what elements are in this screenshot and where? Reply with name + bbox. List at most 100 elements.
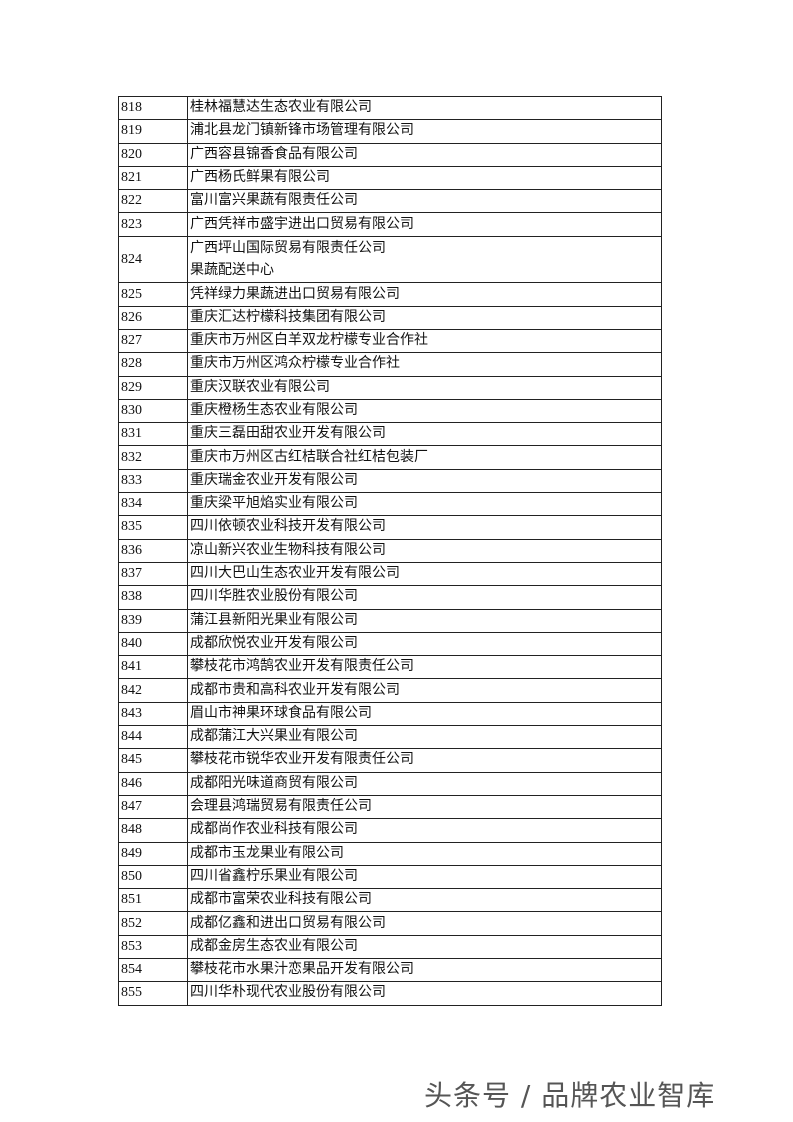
row-number: 850	[118, 864, 188, 890]
table-row: 835 四川依顿农业科技开发有限公司	[118, 515, 662, 540]
company-name: 重庆市万州区鸿众柠檬专业合作社	[187, 352, 662, 377]
row-number: 822	[118, 189, 188, 214]
company-name: 四川省鑫柠乐果业有限公司	[187, 864, 662, 890]
company-name: 四川华朴现代农业股份有限公司	[187, 981, 662, 1006]
company-name: 会理县鸿瑞贸易有限责任公司	[187, 794, 662, 820]
company-name: 成都阳光味道商贸有限公司	[187, 771, 662, 796]
row-number: 819	[118, 119, 188, 144]
row-number: 847	[118, 794, 188, 820]
row-number: 820	[118, 142, 188, 167]
table-row: 824 广西坪山国际贸易有限责任公司 果蔬配送中心	[118, 235, 662, 284]
table-row: 826 重庆汇达柠檬科技集团有限公司	[118, 305, 662, 330]
row-number: 833	[118, 468, 188, 494]
company-name: 浦北县龙门镇新锋市场管理有限公司	[187, 119, 662, 144]
company-name: 攀枝花市锐华农业开发有限责任公司	[187, 748, 662, 773]
table-row: 818 桂林福慧达生态农业有限公司	[118, 95, 662, 121]
row-number: 827	[118, 328, 188, 354]
company-name: 成都尚作农业科技有限公司	[187, 818, 662, 843]
table-row: 847 会理县鸿瑞贸易有限责任公司	[118, 794, 662, 820]
table-row: 846 成都阳光味道商贸有限公司	[118, 771, 662, 796]
company-name-line2: 果蔬配送中心	[190, 262, 274, 278]
row-number: 828	[118, 352, 188, 377]
row-number: 852	[118, 911, 188, 936]
company-name: 凭祥绿力果蔬进出口贸易有限公司	[187, 282, 662, 307]
row-number: 848	[118, 818, 188, 843]
table-row: 844 成都蒲江大兴果业有限公司	[118, 725, 662, 750]
company-name: 重庆市万州区古红桔联合社红桔包装厂	[187, 445, 662, 470]
row-number: 838	[118, 585, 188, 610]
table-row: 851 成都市富荣农业科技有限公司	[118, 888, 662, 913]
table-row: 827 重庆市万州区白羊双龙柠檬专业合作社	[118, 328, 662, 354]
row-number: 851	[118, 888, 188, 913]
company-name: 重庆瑞金农业开发有限公司	[187, 468, 662, 494]
row-number: 831	[118, 422, 188, 447]
row-number: 845	[118, 748, 188, 773]
table-row: 852 成都亿鑫和进出口贸易有限公司	[118, 911, 662, 936]
company-name: 成都蒲江大兴果业有限公司	[187, 725, 662, 750]
table-row: 823 广西凭祥市盛宇进出口贸易有限公司	[118, 212, 662, 237]
company-name: 攀枝花市鸿鹄农业开发有限责任公司	[187, 655, 662, 680]
company-name: 广西坪山国际贸易有限责任公司 果蔬配送中心	[187, 235, 662, 284]
row-number: 841	[118, 655, 188, 680]
table-row: 855 四川华朴现代农业股份有限公司	[118, 981, 662, 1006]
table-row: 853 成都金房生态农业有限公司	[118, 934, 662, 959]
table-row: 832 重庆市万州区古红桔联合社红桔包装厂	[118, 445, 662, 470]
table-row: 822 富川富兴果蔬有限责任公司	[118, 189, 662, 214]
company-name: 成都市富荣农业科技有限公司	[187, 888, 662, 913]
table-row: 850 四川省鑫柠乐果业有限公司	[118, 864, 662, 890]
row-number: 834	[118, 492, 188, 517]
table-row: 843 眉山市神果环球食品有限公司	[118, 701, 662, 727]
row-number: 836	[118, 538, 188, 563]
company-name: 成都市玉龙果业有限公司	[187, 841, 662, 866]
company-name: 广西容县锦香食品有限公司	[187, 142, 662, 167]
company-name: 攀枝花市水果汁恋果品开发有限公司	[187, 957, 662, 983]
row-number: 832	[118, 445, 188, 470]
row-number: 853	[118, 934, 188, 959]
table-row: 825 凭祥绿力果蔬进出口贸易有限公司	[118, 282, 662, 307]
company-name: 眉山市神果环球食品有限公司	[187, 701, 662, 727]
table-row: 821 广西杨氏鲜果有限公司	[118, 165, 662, 191]
row-number: 842	[118, 678, 188, 703]
company-name: 重庆汇达柠檬科技集团有限公司	[187, 305, 662, 330]
footer-watermark: 头条号 / 品牌农业智库	[424, 1079, 716, 1112]
row-number: 830	[118, 398, 188, 424]
table-row: 841 攀枝花市鸿鹄农业开发有限责任公司	[118, 655, 662, 680]
table-row: 820 广西容县锦香食品有限公司	[118, 142, 662, 167]
row-number: 829	[118, 375, 188, 400]
row-number: 818	[118, 95, 188, 121]
company-name: 四川华胜农业股份有限公司	[187, 585, 662, 610]
company-name: 重庆汉联农业有限公司	[187, 375, 662, 400]
company-name: 重庆橙杨生态农业有限公司	[187, 398, 662, 424]
row-number: 849	[118, 841, 188, 866]
company-name: 桂林福慧达生态农业有限公司	[187, 95, 662, 121]
company-name: 四川大巴山生态农业开发有限公司	[187, 561, 662, 587]
table-row: 849 成都市玉龙果业有限公司	[118, 841, 662, 866]
row-number: 855	[118, 981, 188, 1006]
table-row: 830 重庆橙杨生态农业有限公司	[118, 398, 662, 424]
table-row: 840 成都欣悦农业开发有限公司	[118, 631, 662, 657]
table-row: 848 成都尚作农业科技有限公司	[118, 818, 662, 843]
table-row: 831 重庆三磊田甜农业开发有限公司	[118, 422, 662, 447]
row-number: 843	[118, 701, 188, 727]
table-row: 845 攀枝花市锐华农业开发有限责任公司	[118, 748, 662, 773]
row-number: 826	[118, 305, 188, 330]
row-number: 821	[118, 165, 188, 191]
company-name: 重庆三磊田甜农业开发有限公司	[187, 422, 662, 447]
table-row: 854 攀枝花市水果汁恋果品开发有限公司	[118, 957, 662, 983]
row-number: 854	[118, 957, 188, 983]
row-number: 844	[118, 725, 188, 750]
row-number: 837	[118, 561, 188, 587]
company-name: 成都市贵和高科农业开发有限公司	[187, 678, 662, 703]
table-row: 819 浦北县龙门镇新锋市场管理有限公司	[118, 119, 662, 144]
table-row: 833 重庆瑞金农业开发有限公司	[118, 468, 662, 494]
row-number: 839	[118, 608, 188, 633]
table-row: 838 四川华胜农业股份有限公司	[118, 585, 662, 610]
table-row: 837 四川大巴山生态农业开发有限公司	[118, 561, 662, 587]
table-row: 829 重庆汉联农业有限公司	[118, 375, 662, 400]
table-row: 834 重庆梁平旭焰实业有限公司	[118, 492, 662, 517]
company-name: 四川依顿农业科技开发有限公司	[187, 515, 662, 540]
row-number: 823	[118, 212, 188, 237]
company-name: 成都欣悦农业开发有限公司	[187, 631, 662, 657]
row-number: 846	[118, 771, 188, 796]
table-row: 836 凉山新兴农业生物科技有限公司	[118, 538, 662, 563]
